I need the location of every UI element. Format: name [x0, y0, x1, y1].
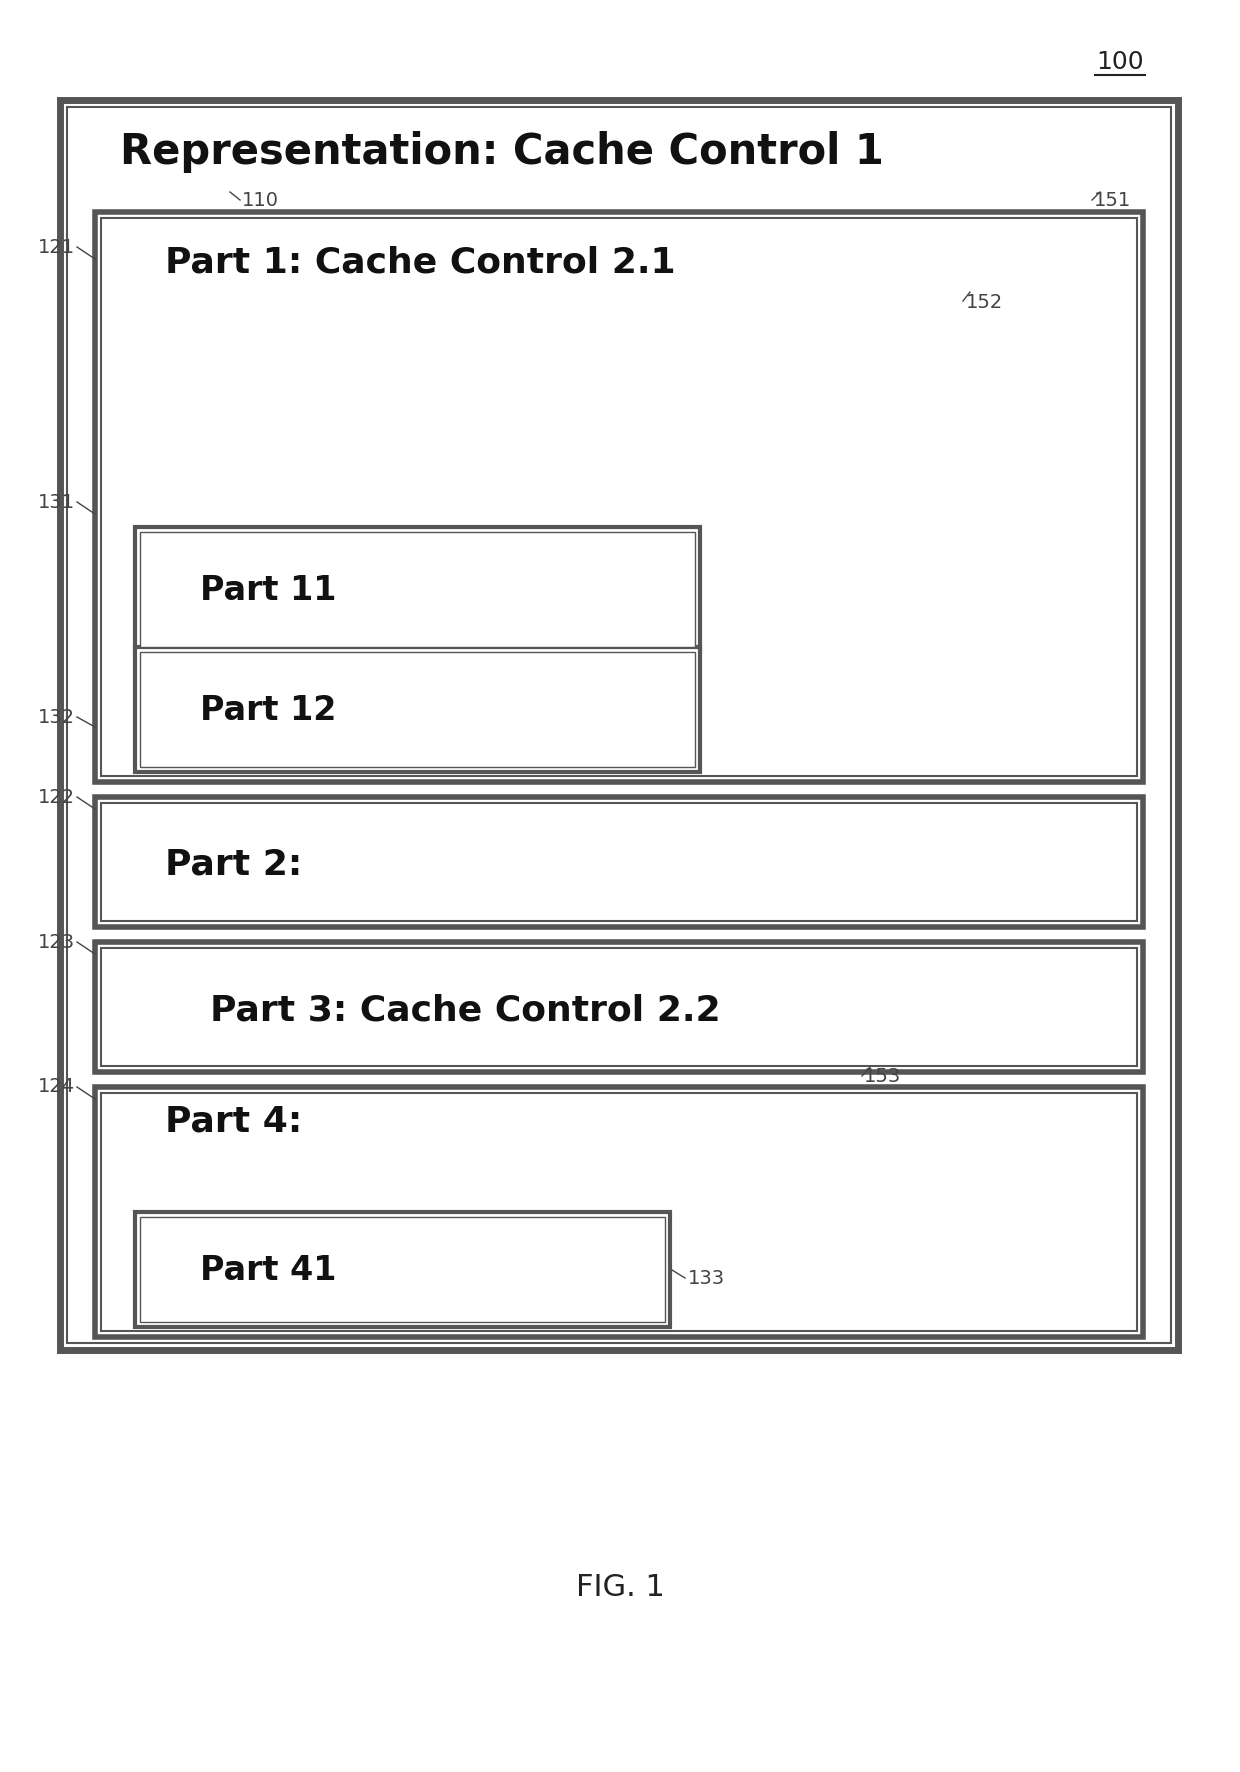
Text: Part 12: Part 12 [200, 693, 336, 727]
Bar [60, 99, 1178, 1350]
Text: Part 41: Part 41 [200, 1253, 336, 1286]
Bar [67, 106, 1171, 1343]
Bar [95, 943, 1143, 1072]
Bar [140, 532, 694, 647]
Bar [140, 652, 694, 767]
Bar [100, 803, 1137, 921]
Text: Representation: Cache Control 1: Representation: Cache Control 1 [120, 131, 884, 174]
Text: 133: 133 [688, 1269, 725, 1288]
Text: 132: 132 [38, 707, 76, 727]
Text: 151: 151 [1094, 191, 1131, 209]
Bar [135, 526, 701, 652]
Text: 121: 121 [38, 237, 76, 257]
Bar [100, 948, 1137, 1067]
Text: Part 11: Part 11 [200, 574, 336, 606]
Text: Part 4:: Part 4: [165, 1106, 303, 1139]
Text: Part 1: Cache Control 2.1: Part 1: Cache Control 2.1 [165, 245, 676, 278]
Text: 100: 100 [1096, 50, 1143, 74]
Text: 110: 110 [242, 191, 279, 209]
Text: Part 3: Cache Control 2.2: Part 3: Cache Control 2.2 [210, 992, 720, 1028]
Text: 153: 153 [864, 1067, 901, 1086]
Bar [95, 797, 1143, 927]
Bar [100, 1093, 1137, 1331]
Text: 122: 122 [38, 787, 76, 806]
Text: 131: 131 [38, 493, 76, 512]
Text: FIG. 1: FIG. 1 [575, 1572, 665, 1602]
Text: Part 2:: Part 2: [165, 847, 303, 881]
Bar [95, 213, 1143, 781]
Bar [135, 647, 701, 773]
Text: 123: 123 [38, 932, 76, 952]
Text: 152: 152 [966, 292, 1003, 312]
Text: 124: 124 [38, 1077, 76, 1097]
Bar [135, 1212, 670, 1327]
Bar [100, 218, 1137, 776]
Bar [95, 1086, 1143, 1338]
Bar [140, 1217, 665, 1322]
